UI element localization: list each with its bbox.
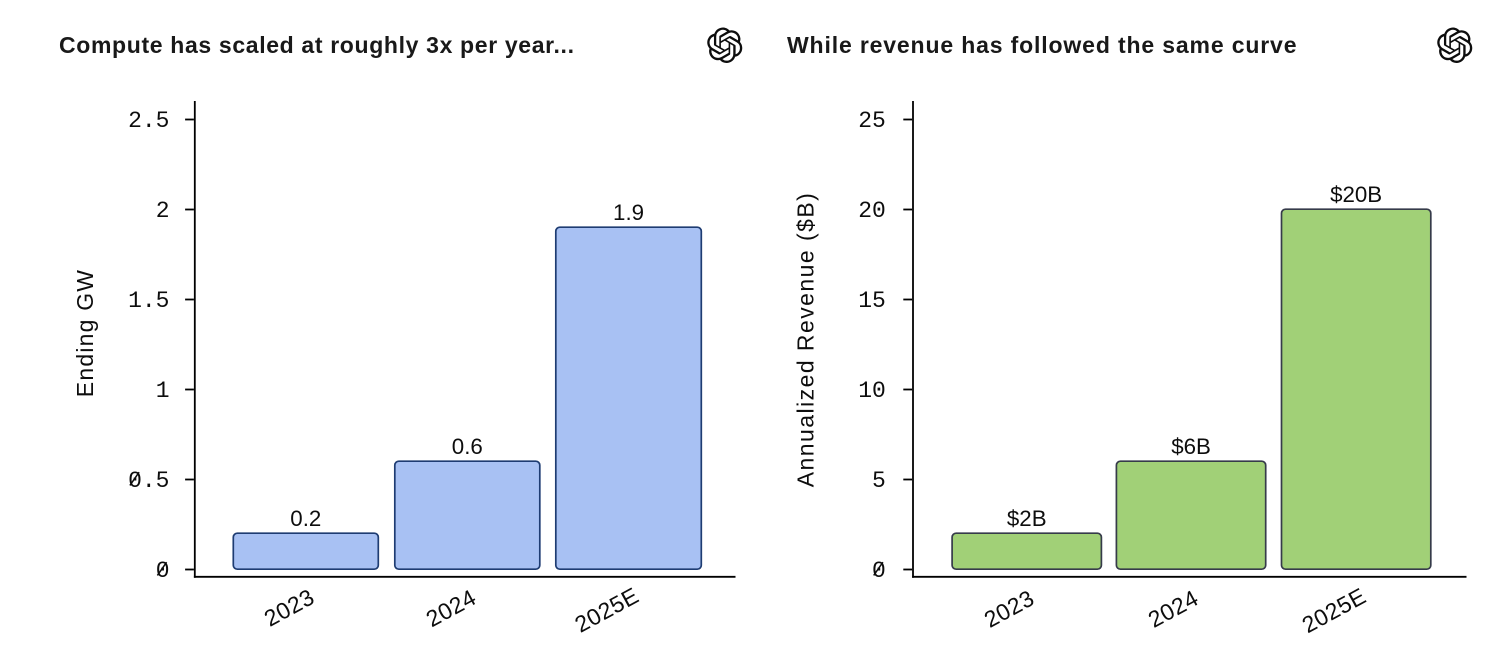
svg-text:0: 0 — [156, 558, 170, 584]
svg-text:0.6: 0.6 — [452, 434, 483, 459]
svg-text:0: 0 — [872, 558, 886, 584]
svg-text:1.9: 1.9 — [613, 200, 644, 225]
svg-text:5: 5 — [872, 468, 886, 494]
svg-text:15: 15 — [858, 288, 886, 314]
svg-text:1.5: 1.5 — [128, 288, 169, 314]
svg-text:2.5: 2.5 — [128, 108, 169, 134]
svg-text:$20B: $20B — [1330, 182, 1382, 207]
svg-text:Compute has scaled at roughly: Compute has scaled at roughly 3x per yea… — [59, 32, 575, 58]
svg-text:While revenue has followed the: While revenue has followed the same curv… — [787, 32, 1297, 58]
svg-text:20: 20 — [858, 198, 886, 224]
svg-text:$6B: $6B — [1171, 434, 1211, 459]
svg-text:1: 1 — [156, 378, 170, 404]
svg-text:Ending GW: Ending GW — [72, 269, 98, 397]
svg-text:0.2: 0.2 — [290, 506, 321, 531]
svg-text:Annualized Revenue ($B): Annualized Revenue ($B) — [793, 192, 819, 487]
svg-text:2: 2 — [156, 198, 170, 224]
svg-text:0.5: 0.5 — [128, 468, 169, 494]
svg-text:10: 10 — [858, 378, 886, 404]
svg-text:25: 25 — [858, 108, 886, 134]
svg-text:$2B: $2B — [1007, 506, 1047, 531]
